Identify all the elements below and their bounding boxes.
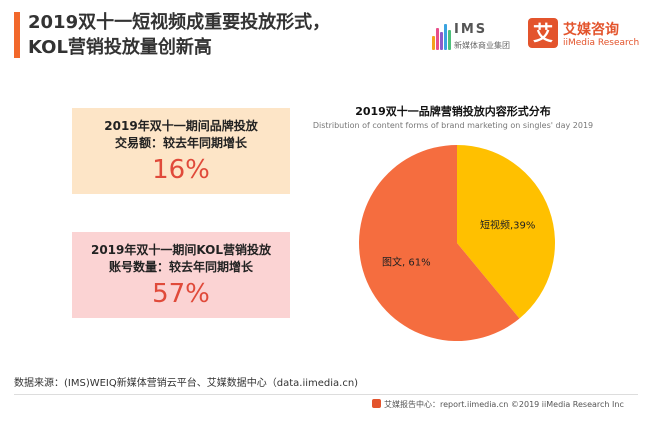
footer-note-text: 艾媒报告中心：report.iimedia.cn ©2019 iiMedia R…	[384, 400, 624, 409]
pie-slice-label-1: 图文, 61%	[382, 255, 431, 268]
title-accent-bar	[14, 12, 20, 58]
iimedia-small-icon	[372, 399, 381, 408]
page-title-line-2: KOL营销投放量创新高	[28, 37, 212, 58]
iimedia-logo-name: 艾媒咨询	[563, 22, 619, 38]
ims-logo-bars-icon	[432, 22, 452, 50]
stat-card-label-line-1: 2019年双十一期间KOL营销投放	[90, 243, 271, 257]
ims-logo-subtitle: 新媒体商业集团	[454, 41, 510, 50]
footer-divider	[14, 394, 638, 395]
ims-logo-name: IMS	[454, 22, 488, 37]
page-title: 2019双十一短视频成重要投放形式， KOL营销投放量创新高	[28, 10, 428, 60]
pie-slice-1	[358, 145, 520, 341]
stat-card-value: 16%	[152, 155, 210, 185]
stat-card-kol-accounts: 2019年双十一期间KOL营销投放 账号数量：较去年同期增长 57%	[72, 232, 290, 318]
chart-subtitle: Distribution of content forms of brand m…	[312, 121, 594, 130]
iimedia-badge-icon: 艾	[528, 18, 558, 48]
chart-title: 2019双十一品牌营销投放内容形式分布	[355, 105, 551, 118]
iimedia-logo: 艾 艾媒咨询 iiMedia Research	[528, 18, 640, 56]
pie-slice-0	[457, 145, 555, 319]
stat-card-label-line-1: 2019年双十一期间品牌投放	[104, 119, 258, 133]
page-title-line-1: 2019双十一短视频成重要投放形式，	[28, 12, 331, 33]
ims-logo: IMS 新媒体商业集团	[432, 20, 522, 54]
data-source: 数据来源：(IMS)WEIQ新媒体营销云平台、艾媒数据中心（data.iimed…	[14, 378, 359, 389]
iimedia-logo-subtitle: iiMedia Research	[563, 38, 640, 48]
stat-card-brand-spend: 2019年双十一期间品牌投放 交易额：较去年同期增长 16%	[72, 108, 290, 194]
stat-card-value: 57%	[152, 279, 210, 309]
stat-card-label-line-2: 账号数量：较去年同期增长	[108, 260, 253, 274]
pie-chart: 短视频,39% 图文, 61%	[358, 145, 555, 341]
stat-card-label-line-2: 交易额：较去年同期增长	[114, 136, 247, 150]
pie-slice-label-0: 短视频,39%	[480, 219, 535, 232]
footer-note: 艾媒报告中心：report.iimedia.cn ©2019 iiMedia R…	[372, 399, 624, 410]
